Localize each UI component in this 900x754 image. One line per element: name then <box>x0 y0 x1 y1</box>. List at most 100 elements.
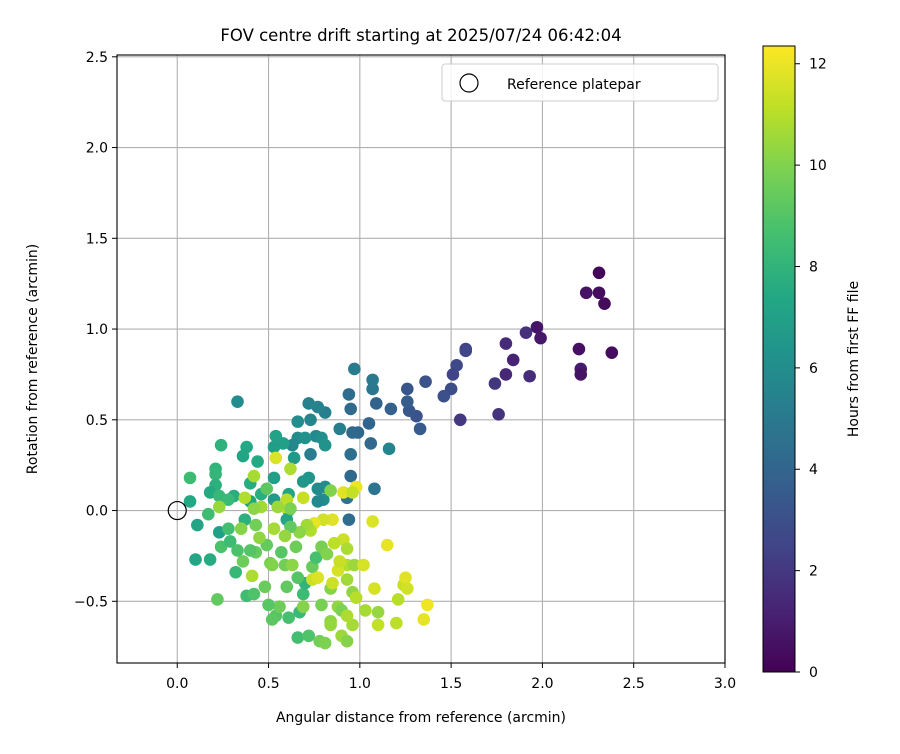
data-point <box>380 538 394 552</box>
y-tick-label: 0.5 <box>86 413 108 429</box>
colorbar-ticks: 0 2 4 6 8 10 12 <box>795 57 827 681</box>
y-tick-label: 1.0 <box>86 322 108 338</box>
data-point <box>234 522 248 535</box>
colorbar-tick-label: 10 <box>809 158 827 174</box>
colorbar-tick-label: 12 <box>809 57 827 73</box>
data-point <box>340 634 354 648</box>
data-point <box>258 580 272 594</box>
data-point <box>309 551 323 565</box>
data-point <box>271 500 284 514</box>
plot-frame <box>116 54 726 664</box>
data-point <box>201 507 215 521</box>
data-point <box>287 451 301 465</box>
data-point <box>364 437 378 450</box>
legend-entry-reference-platepar: Reference platepar <box>507 77 641 93</box>
data-point <box>401 582 414 595</box>
x-tick-label: 3.0 <box>714 676 736 692</box>
data-point <box>346 486 359 499</box>
data-point <box>598 297 611 310</box>
data-point <box>284 462 297 476</box>
data-point <box>284 520 297 534</box>
chart-title: FOV centre drift starting at 2025/07/24 … <box>220 26 621 45</box>
data-point <box>296 587 310 601</box>
data-point <box>344 469 358 483</box>
data-point <box>265 558 279 572</box>
colorbar: 0 2 4 6 8 10 12 Hours from first FF file <box>762 45 862 681</box>
data-point <box>304 447 317 461</box>
legend-box <box>441 63 719 102</box>
data-point <box>346 618 359 632</box>
y-axis-ticks: −0.5 0.0 0.5 1.0 1.5 2.0 2.5 <box>74 50 117 610</box>
data-point <box>284 502 297 516</box>
data-point <box>326 576 339 590</box>
grid-lines <box>117 55 726 663</box>
data-point <box>340 542 354 555</box>
data-point <box>459 344 473 358</box>
data-point <box>236 555 250 568</box>
data-point <box>492 408 505 421</box>
data-point <box>499 337 513 350</box>
data-point <box>249 518 263 532</box>
data-point <box>348 362 361 376</box>
data-point <box>401 382 414 396</box>
data-point <box>311 571 325 584</box>
x-axis-label: Angular distance from reference (arcmin) <box>276 710 566 726</box>
data-point <box>293 526 306 539</box>
data-point <box>291 571 305 584</box>
data-point <box>337 486 350 499</box>
data-point <box>298 431 312 445</box>
data-point <box>359 604 372 617</box>
data-point <box>318 438 332 452</box>
data-point <box>296 491 310 505</box>
colorbar-tick-label: 4 <box>809 462 818 478</box>
data-point <box>247 469 261 483</box>
data-point <box>191 518 204 532</box>
x-tick-label: 0.5 <box>257 676 279 692</box>
data-point <box>446 368 460 381</box>
legend: Reference platepar <box>441 63 719 102</box>
data-point <box>236 449 250 463</box>
data-point <box>368 582 381 595</box>
data-point <box>296 600 310 614</box>
data-point <box>342 513 356 526</box>
data-point <box>302 629 316 643</box>
data-point <box>326 513 339 526</box>
data-point <box>592 286 606 300</box>
y-tick-label: 0.0 <box>86 504 108 520</box>
data-point <box>530 320 544 334</box>
data-point <box>401 395 414 408</box>
data-point <box>203 553 217 566</box>
data-point <box>592 266 606 280</box>
data-point <box>574 368 588 381</box>
data-point <box>251 455 264 468</box>
data-point <box>421 598 434 612</box>
y-tick-label: 2.5 <box>86 50 108 66</box>
data-point <box>315 598 328 612</box>
data-point <box>384 402 398 416</box>
data-point <box>275 545 288 559</box>
data-point <box>333 422 347 436</box>
data-point <box>437 389 451 403</box>
data-point <box>222 522 235 535</box>
data-point <box>267 440 281 454</box>
data-point <box>265 613 279 626</box>
data-point <box>369 397 383 410</box>
data-point <box>311 482 325 496</box>
data-point <box>572 342 586 356</box>
data-point <box>368 482 381 496</box>
data-point <box>223 535 237 548</box>
data-point <box>238 491 252 505</box>
reference-platepar-marker <box>167 500 187 521</box>
legend-marker-icon <box>459 73 479 93</box>
data-point <box>231 395 244 408</box>
data-point <box>391 593 405 606</box>
y-axis-label: Rotation from reference (arcmin) <box>25 244 41 474</box>
x-tick-label: 1.5 <box>440 676 462 692</box>
data-point <box>212 500 226 514</box>
data-point <box>253 531 266 545</box>
data-point <box>344 402 358 416</box>
data-point <box>183 471 197 485</box>
data-point <box>523 369 536 383</box>
